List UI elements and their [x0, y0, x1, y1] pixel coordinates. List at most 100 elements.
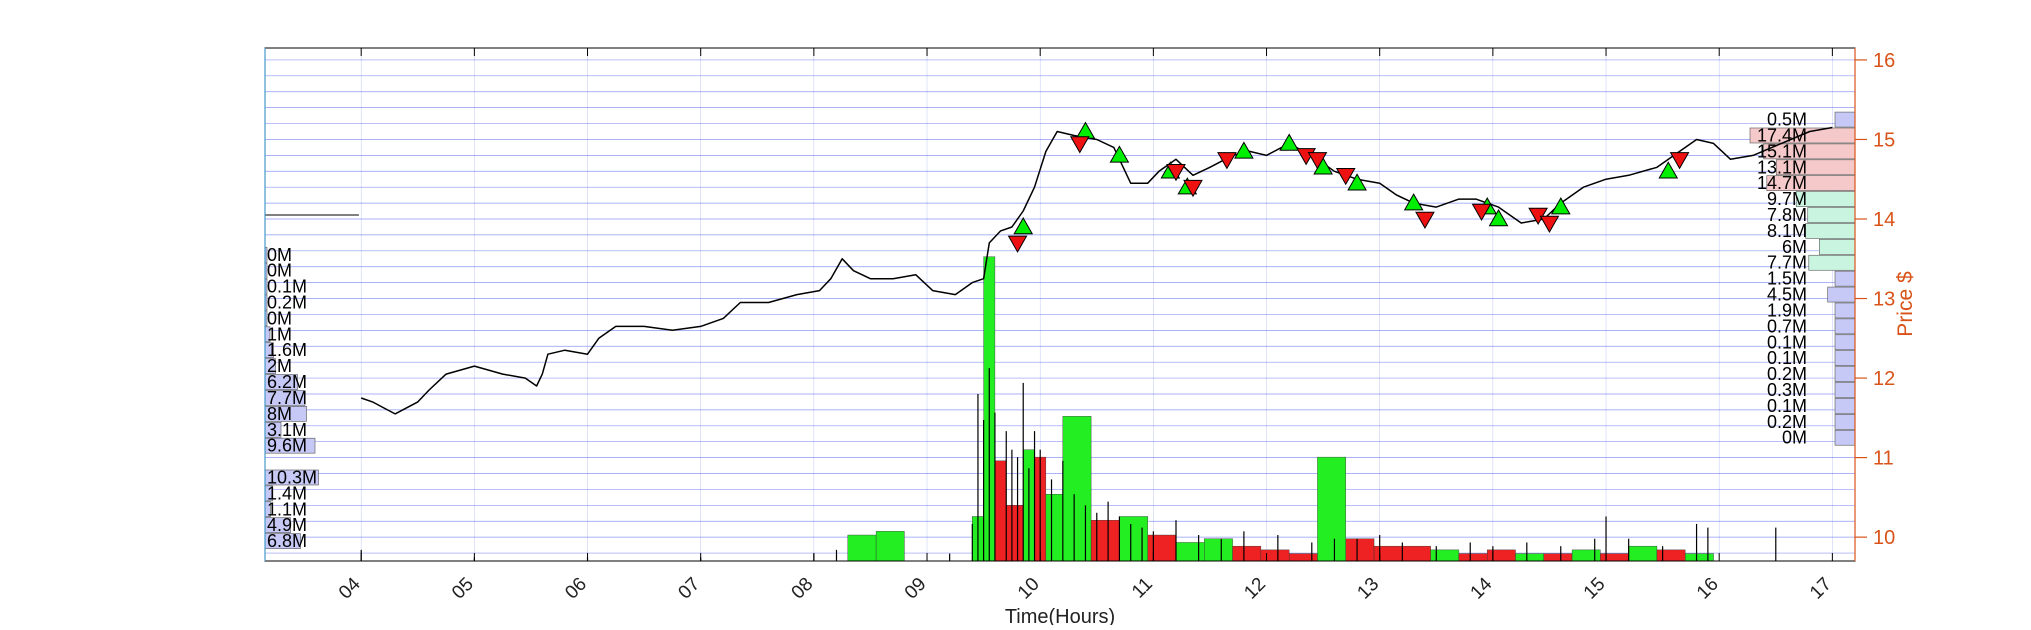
right-profile-label: 1.9M [1767, 300, 1807, 320]
sell-signal-marker [1539, 215, 1560, 233]
right-profile-label: 0.3M [1767, 380, 1807, 400]
volume-bin [1119, 516, 1148, 562]
right-profile-bar [1834, 429, 1856, 446]
right-profile-bar [1834, 111, 1856, 128]
volume-bin [1204, 538, 1233, 562]
right-profile-bar [1808, 254, 1856, 271]
right-profile-bar [1834, 398, 1856, 414]
sell-signal-marker [1007, 235, 1028, 253]
volume-bin [1260, 549, 1290, 562]
right-profile-label: 4.5M [1767, 285, 1807, 305]
volume-bin [1685, 553, 1714, 562]
left-profile-label: 6.8M [267, 531, 307, 551]
right-profile-label: 0M [1782, 428, 1807, 448]
right-profile-label: 0.2M [1767, 364, 1807, 384]
volume-bin [1600, 553, 1629, 562]
buy-signal-marker [1550, 197, 1571, 215]
volume-bin [1345, 538, 1375, 562]
y-tick-label: 12 [1873, 368, 1895, 390]
left-profile-label: 7.7M [267, 388, 307, 408]
buy-signal-marker [1234, 141, 1254, 159]
left-volume-profile: 0M0M0.1M0.2M0M1M1.6M2M6.2M7.7M8M3.1M9.6M… [264, 245, 319, 551]
volume-bin [1232, 545, 1262, 562]
volume-bin [1147, 534, 1177, 562]
y-tick-label: 14 [1873, 209, 1895, 231]
sell-signal-marker [1166, 164, 1186, 182]
sell-signal-marker [1335, 168, 1356, 186]
right-profile-bar [1827, 286, 1856, 303]
left-profile-label: 0M [267, 261, 292, 281]
right-profile-label: 14.7M [1757, 173, 1807, 193]
volume-bin [1430, 549, 1460, 562]
volume-bin [1628, 545, 1658, 562]
sell-signal-marker [1415, 211, 1435, 230]
left-profile-label: 0M [267, 308, 292, 328]
right-profile-label: 0.2M [1767, 412, 1807, 432]
left-profile-label: 1.6M [267, 340, 307, 360]
left-profile-label: 1.1M [267, 499, 307, 519]
y-tick-label: 13 [1873, 289, 1895, 311]
left-profile-label: 10.3M [267, 467, 317, 487]
right-profile-label: 0.7M [1767, 316, 1807, 336]
volume-bin [1006, 505, 1024, 562]
right-profile-label: 7.8M [1767, 205, 1807, 225]
left-profile-label: 9.6M [267, 436, 307, 456]
right-profile-label: 0.1M [1767, 396, 1807, 416]
buy-signal-marker [1658, 161, 1679, 179]
buy-signal-marker [1347, 173, 1367, 191]
volume-bin [1402, 545, 1431, 562]
volume-bin [1515, 553, 1544, 562]
volume-bin [1090, 519, 1120, 562]
left-profile-label: 1.4M [267, 483, 307, 503]
left-profile-label: 8M [267, 404, 292, 424]
right-profile-label: 17.4M [1757, 125, 1807, 145]
volume-bin [1288, 553, 1318, 562]
right-profile-bar [1834, 414, 1856, 430]
buy-signal-marker [1403, 193, 1424, 211]
volume-bin [875, 531, 905, 562]
y-axis-label: Price $ [1894, 271, 1917, 337]
volume-bin [847, 534, 877, 562]
right-profile-bar [1834, 334, 1856, 351]
right-profile-bar [1819, 239, 1856, 255]
sell-signal-marker [1307, 152, 1328, 170]
sell-signal-marker [1217, 152, 1237, 170]
right-volume-profile: 0.5M17.4M15.1M13.1M14.7M9.7M7.8M8.1M6M7.… [1749, 110, 1856, 448]
right-profile-label: 8.1M [1767, 221, 1807, 241]
left-profile-label: 0M [267, 245, 292, 265]
y-tick-label: 15 [1873, 129, 1895, 151]
y-tick-label: 11 [1873, 448, 1894, 470]
right-profile-bar [1834, 302, 1856, 319]
buy-signal-marker [1279, 133, 1300, 151]
volume-bin [1543, 553, 1573, 562]
volume-bin [1487, 549, 1516, 562]
x-axis-label: Time(Hours) [1005, 606, 1115, 625]
right-profile-bar [1805, 223, 1856, 239]
left-profile-label: 6.2M [267, 372, 307, 392]
left-profile-label: 0.1M [267, 277, 307, 297]
volume-bin [1062, 416, 1092, 562]
left-profile-label: 0.2M [267, 293, 307, 313]
sell-signal-marker [1069, 136, 1090, 154]
right-profile-bar [1807, 207, 1856, 223]
right-profile-label: 0.1M [1767, 348, 1807, 368]
buy-signal-marker [1109, 145, 1130, 163]
right-profile-label: 0.1M [1767, 332, 1807, 352]
left-profile-label: 2M [267, 356, 292, 376]
sell-signal-marker [1669, 152, 1690, 170]
volume-bin [1317, 456, 1346, 562]
right-profile-label: 15.1M [1757, 141, 1807, 161]
sell-signal-marker [1183, 179, 1203, 198]
volume-bin [1373, 545, 1403, 562]
buy-signal-marker [1013, 216, 1034, 235]
volume-bin [1656, 549, 1686, 562]
volume-bin [1045, 494, 1064, 562]
right-profile-label: 0.5M [1767, 110, 1807, 130]
y-tick-label: 10 [1873, 527, 1895, 549]
volume-bin [1175, 542, 1205, 562]
right-profile-label: 6M [1782, 237, 1807, 257]
left-profile-label: 3.1M [267, 420, 307, 440]
right-profile-bar [1834, 318, 1856, 335]
